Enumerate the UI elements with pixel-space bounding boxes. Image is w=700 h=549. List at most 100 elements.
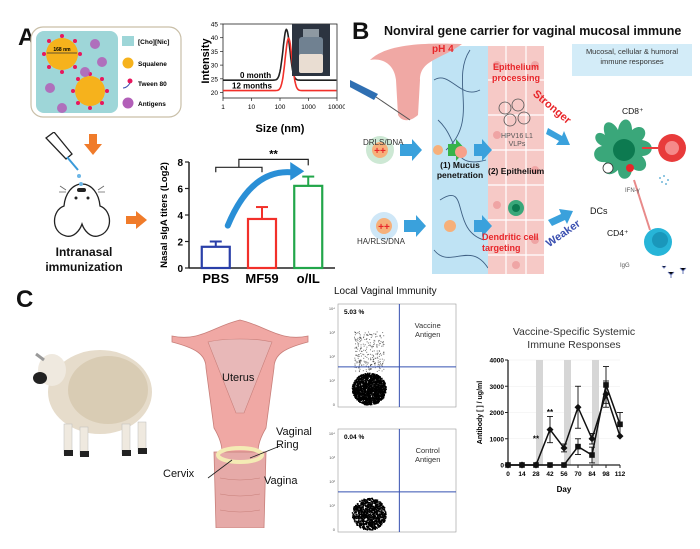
event-dot bbox=[379, 390, 382, 392]
event-dot bbox=[379, 387, 382, 389]
event-dot bbox=[365, 369, 367, 371]
event-dot bbox=[379, 350, 381, 352]
event-dot bbox=[373, 512, 375, 514]
event-dot bbox=[359, 337, 361, 339]
event-dot bbox=[380, 509, 382, 511]
event-dot bbox=[366, 381, 368, 383]
event-dot bbox=[370, 394, 372, 396]
event-dot bbox=[366, 383, 368, 385]
event-dot bbox=[375, 499, 378, 501]
data-point bbox=[589, 452, 595, 458]
event-dot bbox=[355, 387, 357, 390]
event-dot bbox=[360, 394, 363, 396]
event-dot bbox=[360, 518, 362, 520]
event-dot bbox=[372, 360, 374, 362]
event-dot bbox=[383, 513, 385, 515]
event-dot bbox=[381, 358, 383, 360]
event-dot bbox=[356, 520, 358, 523]
event-dot bbox=[371, 394, 374, 396]
event-dot bbox=[376, 335, 378, 337]
event-dot bbox=[367, 342, 369, 344]
event-dot bbox=[368, 511, 371, 513]
x-tick-label: 100 bbox=[275, 104, 286, 111]
event-dot bbox=[358, 333, 360, 335]
event-dot bbox=[353, 336, 355, 338]
data-point bbox=[546, 426, 554, 434]
event-dot bbox=[366, 341, 368, 343]
event-dot bbox=[378, 350, 380, 352]
mouse-illustration bbox=[45, 132, 111, 237]
x-tick-label: 56 bbox=[560, 471, 568, 478]
right-arrow-icon bbox=[126, 211, 147, 229]
event-dot bbox=[365, 375, 368, 377]
event-dot bbox=[371, 357, 373, 359]
reproductive-tract-diagram bbox=[171, 319, 309, 528]
event-dot bbox=[371, 509, 374, 511]
event-dot bbox=[374, 515, 377, 518]
event-dot bbox=[383, 368, 385, 370]
droplet-size-label: 168 nm bbox=[53, 47, 71, 53]
event-dot bbox=[360, 397, 362, 400]
event-dot bbox=[370, 374, 372, 377]
event-dot bbox=[367, 509, 369, 511]
event-dot bbox=[373, 510, 376, 512]
event-dot bbox=[355, 380, 358, 382]
event-dot bbox=[367, 506, 370, 509]
event-dot bbox=[375, 395, 377, 397]
chart-title: Vaccine-Specific Systemic bbox=[513, 326, 635, 338]
event-dot bbox=[373, 375, 375, 378]
label-line: penetration bbox=[436, 170, 484, 180]
data-point bbox=[617, 421, 623, 428]
event-dot bbox=[356, 391, 359, 393]
event-dot bbox=[356, 396, 358, 398]
event-dot bbox=[377, 390, 380, 393]
event-dot bbox=[374, 376, 376, 379]
event-dot bbox=[373, 343, 375, 345]
event-dot bbox=[357, 383, 359, 385]
event-dot bbox=[363, 401, 365, 403]
event-dot bbox=[360, 337, 362, 339]
event-dot bbox=[364, 514, 366, 516]
event-dot bbox=[353, 518, 355, 520]
event-dot bbox=[355, 522, 357, 524]
event-dot bbox=[364, 520, 366, 522]
event-dot bbox=[380, 340, 382, 342]
event-dot bbox=[376, 350, 378, 352]
event-dot bbox=[369, 353, 371, 355]
event-dot bbox=[353, 515, 355, 518]
vagina-shape bbox=[213, 451, 267, 528]
event-dot bbox=[379, 523, 381, 525]
event-dot bbox=[362, 526, 364, 529]
event-dot bbox=[369, 349, 371, 351]
event-dot bbox=[379, 382, 381, 385]
event-dot bbox=[360, 522, 362, 524]
event-dot bbox=[376, 516, 379, 518]
event-dot bbox=[358, 371, 360, 373]
event-dot bbox=[377, 398, 380, 401]
event-dot bbox=[376, 388, 379, 390]
event-dot bbox=[375, 353, 377, 355]
event-dot bbox=[362, 512, 365, 514]
event-dot bbox=[372, 378, 374, 381]
event-dot bbox=[372, 382, 374, 384]
event-dot bbox=[359, 377, 362, 380]
event-dot bbox=[363, 357, 365, 359]
event-dot bbox=[370, 359, 372, 361]
event-dot bbox=[376, 378, 378, 380]
event-dot bbox=[366, 526, 369, 529]
event-dot bbox=[370, 511, 372, 513]
event-dot bbox=[357, 503, 359, 506]
event-dot bbox=[356, 389, 359, 391]
event-dot bbox=[365, 511, 367, 514]
event-dot bbox=[380, 516, 382, 519]
event-dot bbox=[354, 380, 356, 382]
event-dot bbox=[372, 345, 374, 347]
event-dot bbox=[369, 372, 371, 374]
event-dot bbox=[360, 501, 363, 504]
event-dot bbox=[373, 373, 376, 376]
event-dot bbox=[372, 398, 374, 401]
event-dot bbox=[366, 402, 368, 405]
event-dot bbox=[356, 367, 358, 369]
event-dot bbox=[382, 387, 385, 389]
event-dot bbox=[385, 386, 387, 389]
